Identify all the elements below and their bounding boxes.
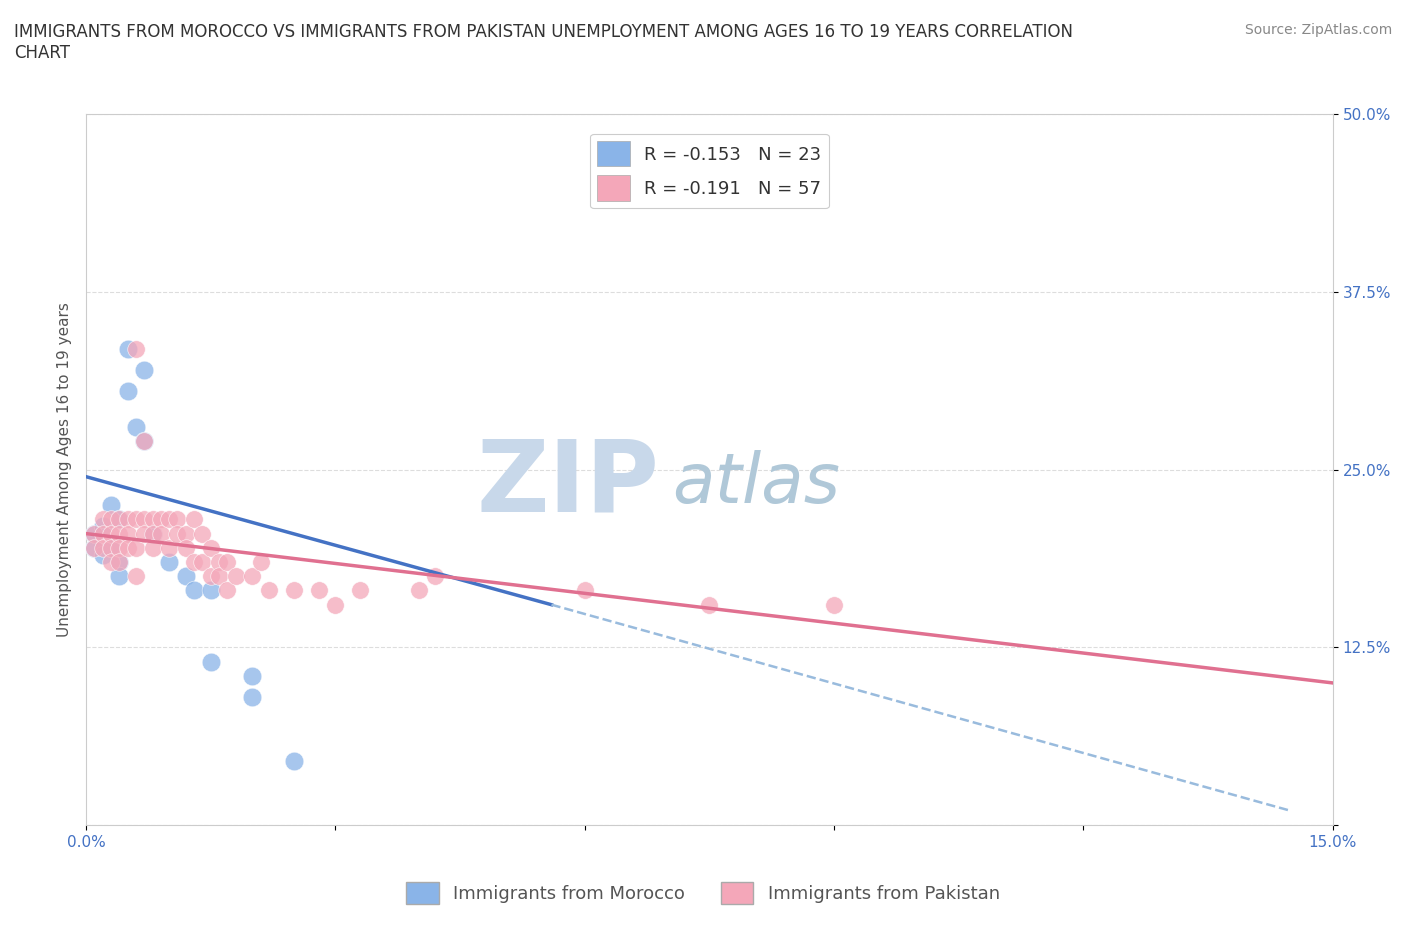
Point bbox=[183, 583, 205, 598]
Point bbox=[200, 654, 222, 669]
Point bbox=[142, 512, 165, 526]
Point bbox=[134, 526, 156, 541]
Point bbox=[91, 526, 114, 541]
Point bbox=[100, 498, 122, 512]
Point bbox=[823, 597, 845, 612]
Point bbox=[91, 519, 114, 534]
Point bbox=[91, 512, 114, 526]
Point bbox=[108, 569, 131, 584]
Point bbox=[91, 548, 114, 563]
Point bbox=[308, 583, 330, 598]
Point bbox=[174, 569, 197, 584]
Point bbox=[183, 554, 205, 569]
Point bbox=[125, 540, 148, 555]
Point bbox=[240, 569, 263, 584]
Point bbox=[349, 583, 371, 598]
Point bbox=[142, 526, 165, 541]
Point bbox=[157, 512, 180, 526]
Point bbox=[208, 569, 231, 584]
Point bbox=[108, 540, 131, 555]
Point bbox=[149, 526, 172, 541]
Point bbox=[183, 512, 205, 526]
Point bbox=[108, 554, 131, 569]
Point bbox=[108, 554, 131, 569]
Text: atlas: atlas bbox=[672, 450, 839, 517]
Point bbox=[249, 554, 271, 569]
Point bbox=[117, 384, 139, 399]
Point bbox=[174, 526, 197, 541]
Point bbox=[83, 540, 105, 555]
Point bbox=[100, 554, 122, 569]
Point bbox=[134, 433, 156, 448]
Point bbox=[257, 583, 280, 598]
Point bbox=[157, 554, 180, 569]
Point bbox=[125, 569, 148, 584]
Point bbox=[423, 569, 446, 584]
Point bbox=[283, 583, 305, 598]
Point bbox=[208, 554, 231, 569]
Point bbox=[100, 540, 122, 555]
Point bbox=[217, 583, 239, 598]
Point bbox=[325, 597, 347, 612]
Point bbox=[217, 554, 239, 569]
Point bbox=[225, 569, 247, 584]
Point bbox=[125, 419, 148, 434]
Point bbox=[100, 512, 122, 526]
Point bbox=[125, 341, 148, 356]
Point bbox=[200, 583, 222, 598]
Point bbox=[134, 512, 156, 526]
Point bbox=[240, 669, 263, 684]
Point bbox=[117, 540, 139, 555]
Point bbox=[83, 540, 105, 555]
Point bbox=[83, 526, 105, 541]
Y-axis label: Unemployment Among Ages 16 to 19 years: Unemployment Among Ages 16 to 19 years bbox=[58, 302, 72, 637]
Point bbox=[699, 597, 721, 612]
Point bbox=[574, 583, 596, 598]
Point bbox=[200, 540, 222, 555]
Text: IMMIGRANTS FROM MOROCCO VS IMMIGRANTS FROM PAKISTAN UNEMPLOYMENT AMONG AGES 16 T: IMMIGRANTS FROM MOROCCO VS IMMIGRANTS FR… bbox=[14, 23, 1073, 62]
Point bbox=[134, 433, 156, 448]
Point bbox=[166, 526, 188, 541]
Point bbox=[142, 526, 165, 541]
Point bbox=[134, 363, 156, 378]
Text: ZIP: ZIP bbox=[477, 435, 659, 532]
Point bbox=[191, 526, 214, 541]
Point bbox=[200, 569, 222, 584]
Point bbox=[166, 512, 188, 526]
Point bbox=[83, 526, 105, 541]
Legend: R = -0.153   N = 23, R = -0.191   N = 57: R = -0.153 N = 23, R = -0.191 N = 57 bbox=[591, 134, 828, 208]
Point bbox=[108, 526, 131, 541]
Point bbox=[117, 512, 139, 526]
Point bbox=[100, 526, 122, 541]
Point bbox=[142, 540, 165, 555]
Point bbox=[91, 540, 114, 555]
Point bbox=[100, 540, 122, 555]
Legend: Immigrants from Morocco, Immigrants from Pakistan: Immigrants from Morocco, Immigrants from… bbox=[399, 875, 1007, 911]
Point bbox=[117, 341, 139, 356]
Point bbox=[117, 526, 139, 541]
Point bbox=[108, 512, 131, 526]
Point bbox=[240, 690, 263, 705]
Point bbox=[191, 554, 214, 569]
Point bbox=[408, 583, 430, 598]
Point bbox=[149, 512, 172, 526]
Point bbox=[125, 512, 148, 526]
Point bbox=[157, 540, 180, 555]
Point bbox=[174, 540, 197, 555]
Point bbox=[108, 512, 131, 526]
Point bbox=[283, 753, 305, 768]
Text: Source: ZipAtlas.com: Source: ZipAtlas.com bbox=[1244, 23, 1392, 37]
